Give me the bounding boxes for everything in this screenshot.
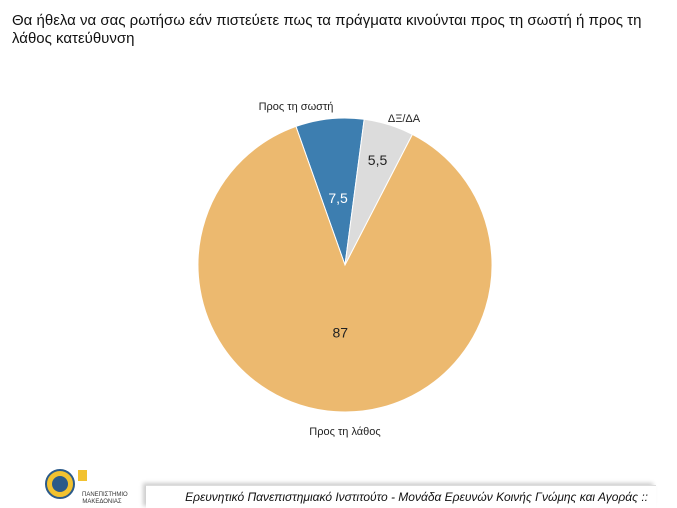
logo-text: ΠΑΝΕΠΙΣΤΗΜΙΟ ΜΑΚΕΔΟΝΙΑΣ (82, 492, 128, 505)
category-label: ΔΞ/ΔΑ (388, 113, 421, 125)
category-label: Προς τη λάθος (309, 426, 380, 438)
logo (45, 469, 87, 499)
chart-title: Θα ήθελα να σας ρωτήσω εάν πιστεύετε πως… (12, 12, 642, 47)
footer-text: Ερευνητικό Πανεπιστημιακό Ινστιτούτο - Μ… (185, 490, 648, 504)
footer: Ερευνητικό Πανεπιστημιακό Ινστιτούτο - Μ… (146, 485, 656, 508)
data-label: 87 (333, 325, 349, 341)
pie-slice (197, 125, 493, 413)
data-label: 5,5 (368, 152, 388, 168)
data-label: 7,5 (328, 190, 348, 206)
category-label: Προς τη σωστή (259, 101, 334, 113)
